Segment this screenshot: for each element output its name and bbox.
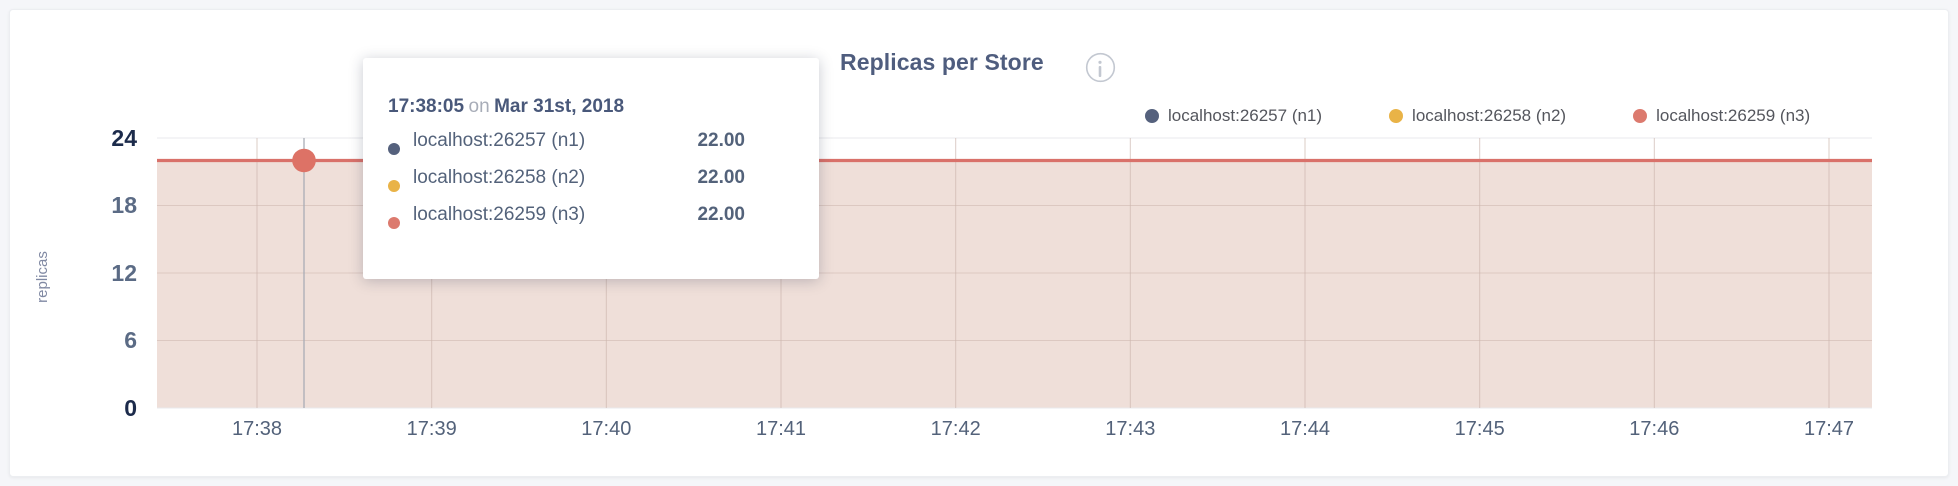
svg-text:17:40: 17:40 bbox=[581, 418, 631, 440]
svg-text:12: 12 bbox=[111, 260, 137, 286]
svg-text:17:41: 17:41 bbox=[756, 418, 806, 440]
svg-text:17:46: 17:46 bbox=[1629, 418, 1679, 440]
svg-text:6: 6 bbox=[124, 327, 137, 353]
svg-text:17:38: 17:38 bbox=[232, 418, 282, 440]
svg-text:18: 18 bbox=[111, 192, 137, 218]
svg-text:17:45: 17:45 bbox=[1455, 418, 1505, 440]
svg-text:24: 24 bbox=[111, 125, 137, 151]
svg-text:17:39: 17:39 bbox=[407, 418, 457, 440]
svg-text:replicas: replicas bbox=[34, 251, 51, 303]
svg-text:17:43: 17:43 bbox=[1105, 418, 1155, 440]
svg-text:0: 0 bbox=[124, 395, 137, 421]
svg-text:17:47: 17:47 bbox=[1804, 418, 1854, 440]
svg-text:17:42: 17:42 bbox=[931, 418, 981, 440]
svg-text:17:44: 17:44 bbox=[1280, 418, 1330, 440]
